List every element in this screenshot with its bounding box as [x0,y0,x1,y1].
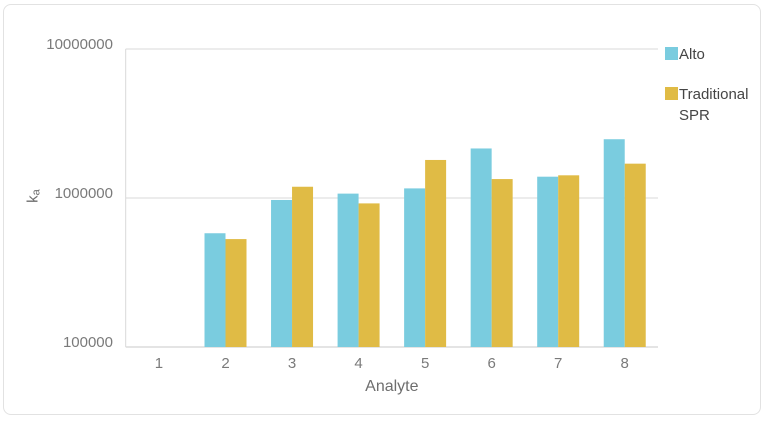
bar-alto-8 [603,139,625,347]
y-tick-label: 100000 [63,334,113,351]
x-tick-label: 5 [421,355,429,372]
bar-alto-4 [337,193,359,347]
bar-traditional-spr-4 [358,203,380,347]
y-tick-label: 10000000 [46,36,113,53]
x-tick-label: 3 [288,355,296,372]
legend-label-alto: Alto [679,46,705,63]
legend-item-alto: Alto [665,44,761,65]
bar-traditional-spr-3 [292,186,314,347]
y-tick-label: 1000000 [55,185,113,202]
bar-alto-6 [470,148,492,347]
bar-alto-7 [537,176,559,347]
bar-alto-3 [271,199,293,347]
x-tick-label: 1 [155,355,163,372]
bar-traditional-spr-7 [558,175,580,347]
bar-alto-5 [404,188,426,347]
legend-swatch-alto [665,47,678,60]
x-tick-label: 2 [221,355,229,372]
legend-item-traditional-spr: Traditional SPR [665,84,761,126]
x-axis-title: Analyte [365,378,418,395]
bar-traditional-spr-6 [491,179,513,347]
bar-alto-2 [204,233,226,347]
x-tick-label: 6 [487,355,495,372]
x-tick-label: 4 [354,355,362,372]
bar-traditional-spr-2 [225,239,247,347]
legend-label-traditional-spr: Traditional SPR [679,86,749,124]
x-tick-label: 7 [554,355,562,372]
x-tick-label: 8 [621,355,629,372]
bar-traditional-spr-5 [425,159,447,347]
bar-traditional-spr-8 [624,163,646,347]
y-axis-title: ka [25,188,43,203]
legend-swatch-traditional-spr [665,87,678,100]
